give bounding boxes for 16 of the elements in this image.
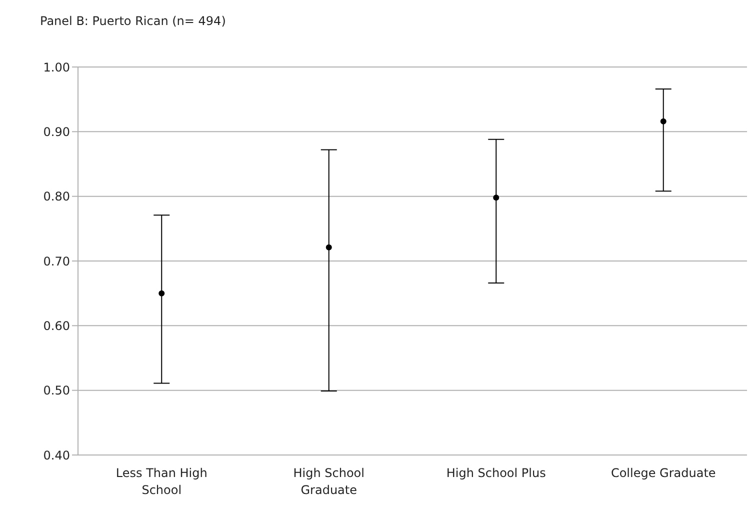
x-tick-label: High School Plus [446,466,546,480]
point [660,118,666,124]
y-tick-label: 0.60 [43,318,70,333]
point [493,194,500,201]
point [326,244,332,250]
y-tick-label: 0.40 [43,448,70,462]
point [158,290,165,296]
y-tick-label: 0.90 [43,124,70,139]
x-tick-label: Less Than High School [116,466,208,497]
chart-title: Panel B: Puerto Rican (n= 494) [40,14,226,28]
y-tick-label: 0.70 [43,254,70,268]
x-tick-label: High School Graduate [293,466,364,497]
y-tick-label: 0.80 [43,190,70,204]
y-tick-label: 0.50 [43,384,70,398]
x-tick-label: College Graduate [610,466,716,480]
y-tick-label: 1.00 [43,60,70,74]
